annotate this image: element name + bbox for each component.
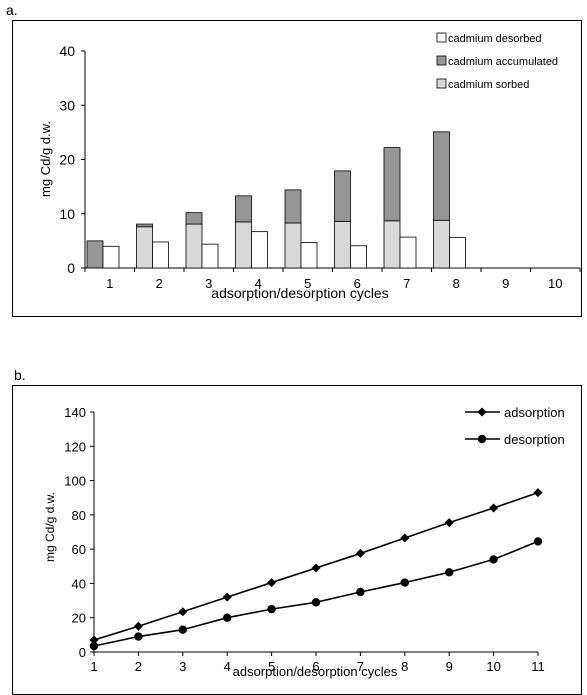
point-desorption bbox=[223, 613, 232, 622]
chart-a: mg Cd/g d.w. adsorption/desorption cycle… bbox=[38, 32, 581, 301]
chart-a-ytick-label: 0 bbox=[67, 260, 75, 276]
point-desorption bbox=[311, 598, 321, 607]
point-adsorption bbox=[222, 592, 232, 602]
chart-a-ytick-label: 20 bbox=[59, 152, 75, 168]
chart-a-legend-label: cadmium desorbed bbox=[448, 33, 542, 45]
point-adsorption bbox=[444, 518, 454, 528]
bar-cadmium-sorbed bbox=[334, 220, 351, 269]
point-desorption bbox=[445, 568, 454, 577]
chart-b-ytick-label: 100 bbox=[64, 474, 86, 489]
bar-cadmium-accumulated bbox=[284, 189, 302, 224]
chart-a-xtick-label: 8 bbox=[453, 276, 460, 291]
chart-b-xtick-label: 7 bbox=[357, 659, 364, 674]
chart-b-ytick-label: 140 bbox=[64, 405, 86, 420]
series-line-desorption bbox=[93, 540, 539, 647]
point-adsorption bbox=[533, 488, 543, 498]
point-desorption bbox=[134, 632, 143, 641]
point-desorption bbox=[267, 604, 276, 614]
chart-b-xlabel: adsorption/desorption cycles bbox=[233, 664, 398, 679]
bar-cadmium-accumulated bbox=[136, 223, 153, 228]
bar-cadmium-accumulated bbox=[235, 195, 252, 223]
point-adsorption bbox=[178, 607, 188, 617]
bar-cadmium-desorbed bbox=[350, 245, 367, 269]
chart-b: mg Cd/g d.w. adsorption/desorption cycle… bbox=[43, 405, 565, 679]
bar-cadmium-desorbed bbox=[300, 242, 318, 269]
chart-a-xtick-label: 5 bbox=[304, 276, 311, 291]
chart-b-xtick-label: 10 bbox=[486, 659, 500, 674]
chart-b-ytick-label: 60 bbox=[72, 542, 86, 557]
point-adsorption bbox=[133, 621, 143, 631]
chart-b-xtick-label: 2 bbox=[135, 659, 142, 674]
chart-b-xtick-label: 5 bbox=[268, 659, 275, 674]
point-desorption bbox=[178, 625, 187, 634]
chart-a-legend-swatch bbox=[436, 55, 447, 66]
bar-cadmium-sorbed bbox=[185, 223, 203, 269]
point-adsorption bbox=[489, 503, 499, 513]
chart-b-xtick-label: 9 bbox=[446, 659, 453, 674]
point-adsorption bbox=[311, 563, 321, 573]
bar-cadmium-sorbed bbox=[433, 219, 450, 269]
point-desorption bbox=[400, 578, 409, 587]
chart-a-xtick-label: 7 bbox=[403, 276, 410, 291]
bar-cadmium-sorbed bbox=[284, 222, 302, 269]
bar-cadmium-desorbed bbox=[152, 241, 169, 269]
chart-b-xtick-label: 4 bbox=[224, 659, 231, 674]
chart-a-ytick-label: 30 bbox=[59, 97, 75, 113]
chart-b-legend-marker bbox=[477, 407, 487, 417]
point-desorption bbox=[489, 555, 498, 564]
point-desorption bbox=[356, 587, 365, 597]
chart-b-xtick-label: 6 bbox=[312, 659, 319, 674]
point-desorption bbox=[533, 537, 543, 546]
bar-cadmium-desorbed bbox=[102, 245, 120, 269]
chart-a-legend-label: cadmium accumulated bbox=[448, 56, 558, 68]
chart-b-xtick-label: 3 bbox=[179, 659, 186, 674]
bar-cadmium-accumulated bbox=[334, 170, 351, 222]
chart-a-ytick-label: 40 bbox=[59, 43, 75, 59]
chart-b-ylabel: mg Cd/g d.w. bbox=[43, 492, 57, 562]
bar-cadmium-sorbed bbox=[383, 220, 401, 269]
bar-cadmium-desorbed bbox=[399, 236, 417, 269]
chart-a-xtick-label: 3 bbox=[205, 276, 212, 291]
bar-cadmium-accumulated bbox=[86, 240, 104, 269]
chart-a-ylabel: mg Cd/g d.w. bbox=[38, 121, 53, 197]
panel-a-label: a. bbox=[6, 2, 18, 18]
chart-a-xtick-label: 10 bbox=[548, 276, 562, 291]
chart-b-ytick-label: 120 bbox=[64, 439, 86, 454]
bar-cadmium-desorbed bbox=[201, 243, 219, 269]
bar-cadmium-desorbed bbox=[449, 237, 466, 269]
bar-cadmium-sorbed bbox=[235, 221, 252, 269]
chart-b-ytick-label: 80 bbox=[72, 508, 86, 523]
chart-b-ytick-label: 40 bbox=[72, 576, 86, 591]
point-adsorption bbox=[89, 635, 99, 645]
chart-a-legend-swatch bbox=[436, 78, 447, 89]
point-adsorption bbox=[400, 533, 410, 543]
chart-a-xtick-label: 9 bbox=[502, 276, 509, 291]
bar-cadmium-accumulated bbox=[185, 212, 203, 225]
point-adsorption bbox=[355, 548, 365, 558]
chart-b-ytick-label: 20 bbox=[72, 611, 86, 626]
point-adsorption bbox=[267, 578, 277, 588]
chart-b-ytick-label: 0 bbox=[79, 645, 86, 660]
chart-b-legend-label: adsorption bbox=[504, 405, 565, 420]
chart-a-ytick-label: 10 bbox=[59, 206, 75, 222]
panel-b-label: b. bbox=[14, 367, 26, 383]
chart-a-xtick-label: 1 bbox=[106, 276, 113, 291]
chart-b-xtick-label: 8 bbox=[401, 659, 408, 674]
point-desorption bbox=[89, 641, 99, 651]
chart-a-xtick-label: 2 bbox=[156, 276, 163, 291]
bar-cadmium-accumulated bbox=[383, 147, 401, 222]
bar-cadmium-sorbed bbox=[136, 226, 153, 269]
chart-b-legend-marker bbox=[477, 434, 487, 444]
chart-a-xlabel: adsorption/desorption cycles bbox=[211, 285, 388, 301]
chart-b-legend-label: desorption bbox=[504, 432, 565, 447]
bar-cadmium-desorbed bbox=[251, 231, 268, 269]
chart-a-legend-label: cadmium sorbed bbox=[448, 79, 529, 91]
chart-a-legend-swatch bbox=[436, 32, 447, 43]
chart-b-xtick-label: 1 bbox=[90, 659, 97, 674]
bar-cadmium-accumulated bbox=[433, 131, 450, 221]
chart-b-xtick-label: 11 bbox=[531, 659, 545, 674]
chart-a-xtick-label: 6 bbox=[354, 276, 361, 291]
chart-a-xtick-label: 4 bbox=[255, 276, 262, 291]
